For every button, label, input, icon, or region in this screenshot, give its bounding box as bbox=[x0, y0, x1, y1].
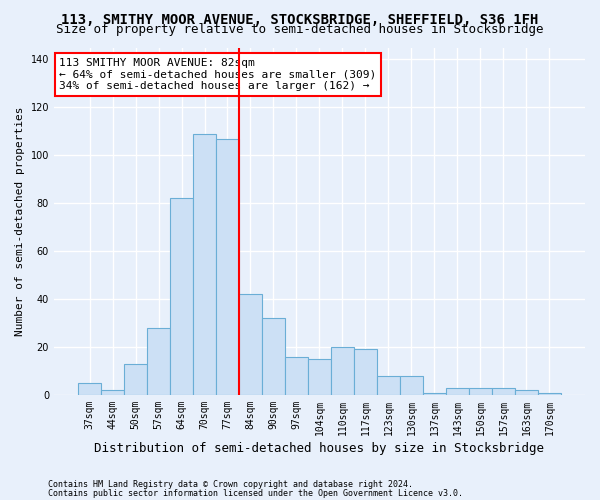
Bar bbox=[446, 388, 469, 395]
Bar bbox=[515, 390, 538, 395]
Bar bbox=[216, 138, 239, 395]
Text: Contains HM Land Registry data © Crown copyright and database right 2024.: Contains HM Land Registry data © Crown c… bbox=[48, 480, 413, 489]
Bar bbox=[239, 294, 262, 395]
Bar bbox=[400, 376, 423, 395]
Bar bbox=[354, 350, 377, 395]
Bar bbox=[331, 347, 354, 395]
Text: Contains public sector information licensed under the Open Government Licence v3: Contains public sector information licen… bbox=[48, 488, 463, 498]
Bar bbox=[101, 390, 124, 395]
Bar bbox=[538, 392, 561, 395]
Text: 113 SMITHY MOOR AVENUE: 82sqm
← 64% of semi-detached houses are smaller (309)
34: 113 SMITHY MOOR AVENUE: 82sqm ← 64% of s… bbox=[59, 58, 376, 91]
Bar bbox=[308, 359, 331, 395]
Bar bbox=[377, 376, 400, 395]
Bar bbox=[193, 134, 216, 395]
Bar bbox=[423, 392, 446, 395]
Bar bbox=[78, 383, 101, 395]
Bar bbox=[285, 356, 308, 395]
Text: Size of property relative to semi-detached houses in Stocksbridge: Size of property relative to semi-detach… bbox=[56, 22, 544, 36]
X-axis label: Distribution of semi-detached houses by size in Stocksbridge: Distribution of semi-detached houses by … bbox=[94, 442, 544, 455]
Bar bbox=[469, 388, 492, 395]
Y-axis label: Number of semi-detached properties: Number of semi-detached properties bbox=[15, 106, 25, 336]
Bar bbox=[124, 364, 147, 395]
Bar bbox=[147, 328, 170, 395]
Bar bbox=[492, 388, 515, 395]
Text: 113, SMITHY MOOR AVENUE, STOCKSBRIDGE, SHEFFIELD, S36 1FH: 113, SMITHY MOOR AVENUE, STOCKSBRIDGE, S… bbox=[61, 12, 539, 26]
Bar bbox=[170, 198, 193, 395]
Bar bbox=[262, 318, 285, 395]
